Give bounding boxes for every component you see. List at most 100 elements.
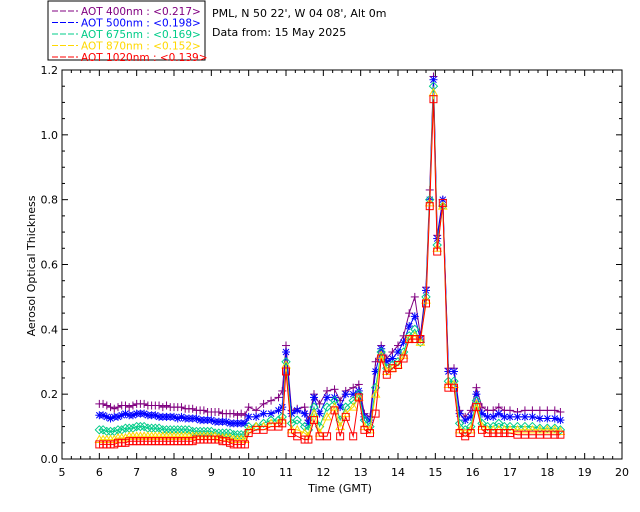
data-point [180, 425, 190, 435]
data-point [399, 354, 408, 363]
data-point [444, 383, 453, 392]
legend: AOT 400nm : <0.217>AOT 500nm : <0.198>AO… [47, 0, 208, 64]
data-point [535, 406, 544, 415]
data-point [528, 412, 537, 421]
data-point [169, 425, 179, 435]
data-point [140, 399, 149, 408]
data-point [550, 406, 559, 415]
x-tick-label: 6 [96, 466, 103, 479]
data-point [303, 425, 314, 435]
x-tick-label: 13 [354, 466, 368, 479]
data-point [520, 412, 529, 421]
data-point [128, 401, 137, 410]
data-point [505, 421, 515, 432]
data-point [233, 411, 242, 420]
data-point [177, 403, 186, 412]
series-1 [95, 75, 565, 428]
data-point [535, 414, 544, 423]
series-line [99, 79, 561, 426]
data-point [550, 423, 560, 433]
data-point [410, 312, 419, 321]
data-point [450, 367, 458, 376]
data-point [330, 406, 339, 415]
series-4 [95, 95, 565, 449]
y-tick-label: 0.0 [41, 453, 59, 466]
data-point [330, 385, 339, 394]
data-point [162, 401, 171, 410]
series-layer [94, 72, 566, 449]
data-point [341, 412, 350, 421]
data-point [405, 322, 414, 331]
site-info: PML, N 50 22', W 04 08', Alt 0m [212, 7, 386, 20]
data-point [106, 403, 115, 412]
data-point [292, 415, 302, 425]
data-point [506, 412, 514, 421]
data-point [282, 348, 290, 357]
data-point [354, 393, 363, 402]
x-tick-label: 5 [59, 466, 66, 479]
data-point [394, 360, 402, 369]
data-point [489, 429, 498, 438]
data-point [322, 402, 332, 412]
data-point [535, 424, 545, 434]
data-point [244, 412, 253, 421]
data-point [489, 412, 498, 421]
data-point [483, 429, 492, 438]
data-point [428, 81, 439, 91]
data-point [315, 399, 324, 408]
axes: 5 6 7 8 9 10 11 12 13 14 15 16 17 18 19 20 0.0 0.2 0.4 0.6 0… [41, 64, 630, 479]
data-point [323, 432, 332, 441]
data-point [121, 401, 130, 410]
x-tick-label: 20 [615, 466, 629, 479]
data-point [556, 407, 565, 416]
data-point [244, 403, 253, 412]
data-point [199, 426, 209, 437]
data-point [472, 403, 481, 412]
data-point [433, 247, 442, 256]
data-point [267, 396, 276, 405]
data-point [236, 429, 246, 440]
data-point [405, 309, 414, 318]
y-tick-label: 1.2 [41, 64, 59, 77]
data-point [438, 198, 447, 207]
data-point [258, 418, 269, 429]
x-tick-label: 16 [466, 466, 480, 479]
x-tick-label: 10 [242, 466, 256, 479]
y-tick-label: 0.6 [41, 259, 59, 272]
data-point [512, 424, 523, 434]
data-point [135, 421, 146, 432]
y-tick-label: 0.4 [41, 323, 59, 336]
series-line [99, 99, 561, 445]
data-point [543, 406, 552, 415]
data-point [278, 403, 287, 412]
data-point [348, 402, 359, 411]
data-point [293, 406, 302, 415]
data-point [466, 429, 475, 438]
data-point [221, 428, 231, 438]
data-point [330, 393, 339, 402]
data-point [202, 426, 213, 437]
data-point [341, 402, 351, 412]
data-point [259, 409, 268, 418]
data-point [494, 429, 503, 438]
data-point [329, 395, 340, 406]
data-point [550, 430, 559, 439]
data-point [310, 393, 318, 402]
data-point [229, 409, 238, 418]
data-point [466, 421, 476, 432]
data-point [556, 416, 565, 425]
data-point [405, 335, 414, 344]
data-point [165, 425, 175, 435]
data-point [549, 424, 560, 434]
date-info: Data from: 15 May 2025 [212, 26, 346, 39]
data-point [229, 429, 239, 440]
data-point [527, 421, 538, 432]
data-point [366, 429, 374, 438]
data-point [556, 430, 565, 439]
x-tick-label: 9 [208, 466, 215, 479]
data-point [425, 202, 434, 211]
x-tick-label: 11 [279, 466, 293, 479]
data-point [513, 412, 522, 421]
data-point [494, 409, 503, 418]
data-point [195, 426, 205, 437]
